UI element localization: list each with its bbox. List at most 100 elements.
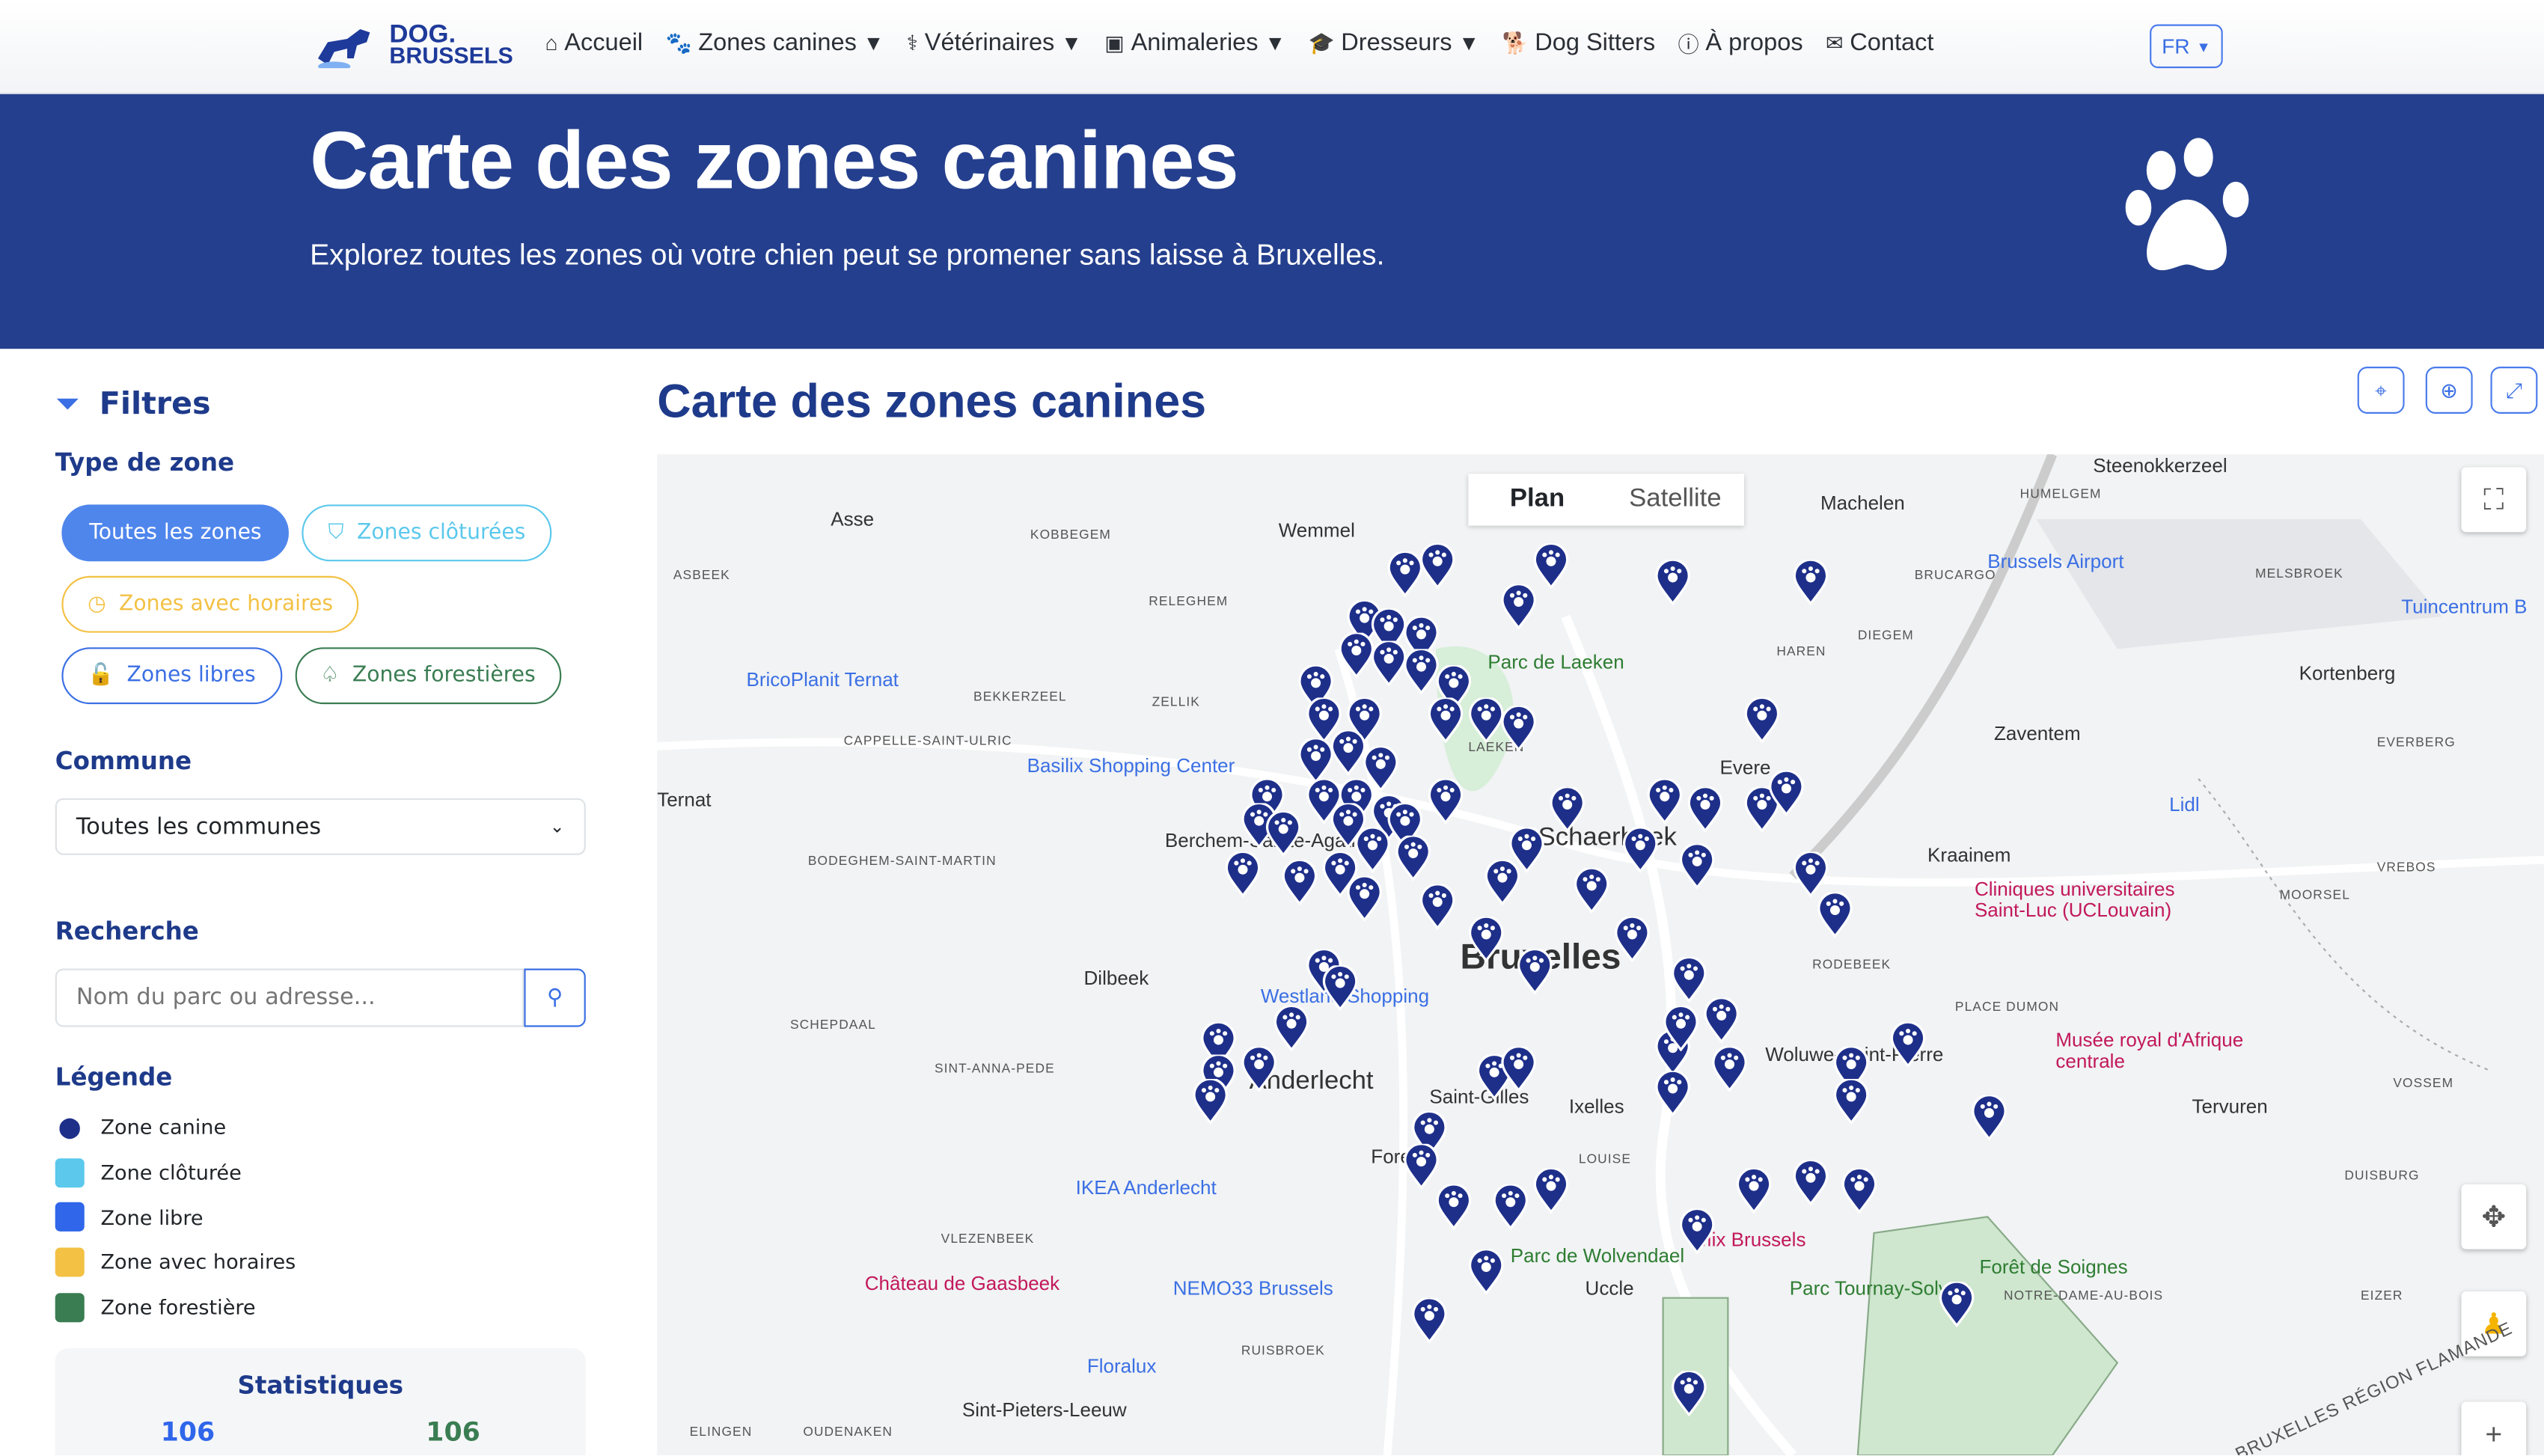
dog-zone-marker[interactable] xyxy=(1241,1046,1277,1092)
dog-zone-marker[interactable] xyxy=(1404,649,1440,695)
tab-satellite[interactable]: Satellite xyxy=(1629,485,1722,513)
dog-zone-marker[interactable] xyxy=(1468,1249,1504,1295)
dog-zone-marker[interactable] xyxy=(1833,1078,1869,1125)
nav-item-zones-canines[interactable]: 🐾 Zones canines ▼ xyxy=(666,28,884,58)
dog-zone-marker[interactable] xyxy=(1972,1095,2008,1141)
dog-zone-marker[interactable] xyxy=(1387,551,1423,597)
dog-zone-marker[interactable] xyxy=(1484,860,1520,905)
dog-zone-marker[interactable] xyxy=(1201,1022,1237,1068)
street-view-pegman[interactable]: ♟ xyxy=(2461,1291,2527,1356)
dog-zone-marker[interactable] xyxy=(1225,851,1261,898)
dog-zone-marker[interactable] xyxy=(1679,1208,1715,1255)
dog-zone-marker[interactable] xyxy=(1622,827,1658,873)
dog-zone-marker[interactable] xyxy=(1833,1046,1869,1092)
map-poi[interactable]: Tuincentrum B xyxy=(2401,596,2527,618)
dog-zone-marker[interactable] xyxy=(1241,803,1277,849)
dog-zone-marker[interactable] xyxy=(1736,1168,1772,1214)
dog-zone-marker[interactable] xyxy=(1412,1297,1448,1344)
dog-zone-marker[interactable] xyxy=(1193,1078,1229,1125)
dog-zone-marker[interactable] xyxy=(1330,803,1366,849)
dog-zone-marker[interactable] xyxy=(1817,892,1853,938)
dog-zone-marker[interactable] xyxy=(1704,997,1740,1044)
dog-zone-marker[interactable] xyxy=(1517,949,1553,995)
map-poi[interactable]: Basilix Shopping Center xyxy=(1027,755,1235,777)
map-poi[interactable]: Château de Gaasbeek xyxy=(865,1273,1060,1294)
center-button[interactable]: ⊕ xyxy=(2425,367,2473,414)
map-poi[interactable]: NEMO33 Brussels xyxy=(1173,1278,1333,1300)
dog-zone-marker[interactable] xyxy=(1841,1168,1877,1214)
dog-zone-marker[interactable] xyxy=(1436,1184,1472,1230)
zoom-in-button[interactable]: + xyxy=(2461,1401,2527,1456)
dog-zone-marker[interactable] xyxy=(1939,1282,1975,1327)
nav-item-accueil[interactable]: ⌂ Accueil xyxy=(545,28,643,58)
dog-zone-marker[interactable] xyxy=(1655,1071,1691,1116)
dog-zone-marker[interactable] xyxy=(1793,851,1829,898)
dog-zone-marker[interactable] xyxy=(1655,560,1691,605)
dog-zone-marker[interactable] xyxy=(1890,1022,1926,1068)
nav-item-v-t-rinaires[interactable]: ⚕ Vétérinaires ▼ xyxy=(907,28,1082,58)
dog-zone-marker[interactable] xyxy=(1371,608,1407,654)
dog-zone-marker[interactable] xyxy=(1419,543,1455,590)
dog-zone-marker[interactable] xyxy=(1493,1184,1529,1230)
zone-filter-button[interactable]: ◷ Zones avec horaires xyxy=(61,575,359,633)
dog-zone-marker[interactable] xyxy=(1395,835,1431,881)
dog-zone-marker[interactable] xyxy=(1347,875,1383,922)
map-poi[interactable]: Mix Brussels xyxy=(1696,1229,1805,1251)
zone-filter-button[interactable]: ♤ Zones forestières xyxy=(294,647,562,705)
dog-zone-marker[interactable] xyxy=(1404,616,1440,662)
dog-zone-marker[interactable] xyxy=(1671,1371,1707,1417)
dog-zone-marker[interactable] xyxy=(1298,738,1334,784)
dog-zone-marker[interactable] xyxy=(1769,770,1805,816)
map-poi[interactable]: Musée royal d'Afrique centrale xyxy=(2055,1030,2299,1072)
map-poi[interactable]: Parc de Wolvendael xyxy=(1511,1245,1684,1267)
dog-zone-marker[interactable] xyxy=(1371,640,1407,687)
nav-item-dog-sitters[interactable]: 🐕 Dog Sitters xyxy=(1502,28,1655,58)
dog-zone-marker[interactable] xyxy=(1671,957,1707,1003)
dog-zone-marker[interactable] xyxy=(1282,860,1318,905)
dog-zone-marker[interactable] xyxy=(1744,786,1780,833)
dog-zone-marker[interactable] xyxy=(1339,632,1375,679)
dog-zone-marker[interactable] xyxy=(1265,811,1301,857)
dog-zone-marker[interactable] xyxy=(1647,778,1683,825)
map-poi[interactable]: Floralux xyxy=(1087,1356,1157,1377)
dog-zone-marker[interactable] xyxy=(1533,1168,1569,1214)
map[interactable]: Plan Satellite ⛶ ✥ ♟ + BRUXELLES RÉGION … xyxy=(657,454,2544,1456)
dog-zone-marker[interactable] xyxy=(1322,851,1358,898)
dog-zone-marker[interactable] xyxy=(1712,1046,1748,1092)
nav-item-animaleries[interactable]: ▣ Animaleries ▼ xyxy=(1104,28,1285,58)
logo[interactable]: DOG. BRUSSELS xyxy=(311,22,513,69)
dog-zone-marker[interactable] xyxy=(1533,543,1569,590)
nav-item-contact[interactable]: ✉ Contact xyxy=(1826,28,1933,58)
dog-zone-marker[interactable] xyxy=(1363,746,1398,792)
dog-zone-marker[interactable] xyxy=(1347,697,1383,744)
dog-zone-marker[interactable] xyxy=(1404,1143,1440,1190)
nav-item--propos[interactable]: ⓘ À propos xyxy=(1678,28,1802,58)
dog-zone-marker[interactable] xyxy=(1687,786,1723,833)
zone-filter-button[interactable]: 🔓 Zones libres xyxy=(61,647,282,705)
zone-filter-button[interactable]: ⛉ Zones clôturées xyxy=(302,504,552,562)
dog-zone-marker[interactable] xyxy=(1306,778,1342,825)
dog-zone-marker[interactable] xyxy=(1419,884,1455,930)
map-poi[interactable]: Parc de Laeken xyxy=(1487,652,1624,673)
dog-zone-marker[interactable] xyxy=(1501,706,1537,751)
map-poi[interactable]: Cliniques universitaires Saint-Luc (UCLo… xyxy=(1975,878,2218,921)
dog-zone-marker[interactable] xyxy=(1273,1006,1309,1052)
dog-zone-marker[interactable] xyxy=(1428,697,1464,744)
search-button[interactable]: ⚲ xyxy=(524,968,586,1027)
map-poi[interactable]: Parc Tournay-Solvay xyxy=(1790,1278,1969,1300)
map-poi[interactable]: BricoPlanit Ternat xyxy=(746,669,898,691)
camera-control[interactable]: ✥ xyxy=(2461,1184,2527,1249)
map-poi[interactable]: Forêt de Soignes xyxy=(1979,1256,2127,1279)
dog-zone-marker[interactable] xyxy=(1330,729,1366,776)
tab-plan[interactable]: Plan xyxy=(1509,485,1565,513)
dog-zone-marker[interactable] xyxy=(1550,786,1586,833)
dog-zone-marker[interactable] xyxy=(1306,697,1342,744)
fullscreen-button[interactable]: ⛶ xyxy=(2461,467,2527,533)
dog-zone-marker[interactable] xyxy=(1574,868,1609,914)
language-dropdown[interactable]: FR ▼ xyxy=(2150,24,2223,69)
dog-zone-marker[interactable] xyxy=(1501,1046,1537,1092)
search-input[interactable] xyxy=(55,968,525,1027)
zone-filter-button[interactable]: Toutes les zones xyxy=(61,504,290,562)
map-poi[interactable]: Brussels Airport xyxy=(1987,551,2123,572)
dog-zone-marker[interactable] xyxy=(1322,965,1358,1011)
